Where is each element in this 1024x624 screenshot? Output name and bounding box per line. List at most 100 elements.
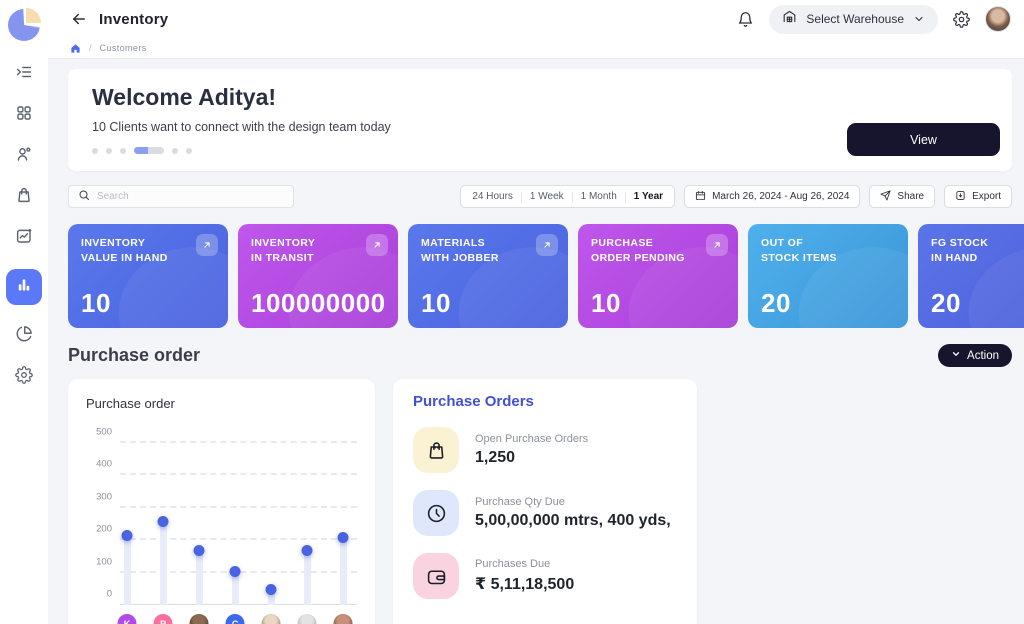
order-label: Purchase Qty Due [475, 496, 565, 508]
chart-data-point[interactable] [121, 530, 133, 542]
arrow-up-right-icon[interactable] [706, 234, 728, 256]
y-tick-label: 300 [96, 491, 112, 503]
stat-value: 20 [931, 288, 961, 318]
chart-avatar-photo[interactable] [261, 614, 281, 624]
breadcrumb-item-customers[interactable]: Customers [99, 43, 147, 53]
settings-gear-icon[interactable] [953, 10, 970, 28]
chart-data-point[interactable] [265, 583, 277, 595]
chart-stem [157, 515, 169, 605]
pie-chart-icon [15, 325, 33, 348]
stat-card-inventory-value[interactable]: INVENTORY VALUE IN HAND 10 [68, 224, 228, 328]
topbar-actions: Select Warehouse [737, 4, 1011, 34]
welcome-banner: Welcome Aditya! 10 Clients want to conne… [68, 69, 1012, 171]
logo-pie-peach [26, 8, 41, 23]
sidebar-item-users[interactable] [14, 146, 34, 166]
y-tick-label: 0 [106, 588, 112, 600]
chart-avatar-photo[interactable] [189, 614, 209, 624]
carousel-dot[interactable] [186, 147, 192, 154]
user-avatar[interactable] [985, 6, 1011, 32]
search-input[interactable] [97, 191, 284, 202]
page-title: Inventory [99, 10, 169, 28]
chart-avatar-p[interactable]: P [153, 614, 173, 624]
chart-avatar-k[interactable]: K [117, 614, 137, 624]
carousel-dot-active[interactable] [134, 147, 164, 154]
sidebar-item-settings[interactable] [14, 365, 34, 387]
lollipop-chart: 0 100 200 300 400 500 [96, 427, 357, 605]
sidebar-nav [0, 64, 48, 387]
chart-data-point[interactable] [193, 544, 205, 556]
wallet-icon [413, 553, 459, 599]
notifications-bell-icon[interactable] [737, 11, 754, 28]
back-button[interactable] [70, 10, 88, 28]
carousel-dot[interactable] [172, 147, 178, 154]
chart-avatar-c[interactable]: C [225, 614, 245, 624]
chart-avatar-photo[interactable] [297, 614, 317, 624]
chart-data-point[interactable] [337, 531, 349, 543]
export-label: Export [972, 191, 1001, 202]
arrow-up-right-icon[interactable] [536, 234, 558, 256]
y-tick-label: 500 [96, 426, 112, 438]
action-button[interactable]: Action [938, 344, 1012, 367]
purchase-orders-title: Purchase Orders [413, 393, 534, 410]
arrow-up-right-icon[interactable] [366, 234, 388, 256]
chart-stem [229, 565, 241, 605]
chart-stem [337, 531, 349, 605]
users-icon [15, 145, 33, 168]
section-header: Purchase order Action [68, 344, 1012, 367]
date-range-picker[interactable]: March 26, 2024 - Aug 26, 2024 [684, 185, 861, 208]
warehouse-selector[interactable]: Select Warehouse [769, 4, 938, 34]
breadcrumb-separator: / [89, 43, 92, 53]
sidebar-item-apps[interactable] [14, 105, 34, 125]
stat-card-materials-jobber[interactable]: MATERIALS WITH JOBBER 10 [408, 224, 568, 328]
analytics-trend-icon [15, 227, 33, 250]
carousel-dot[interactable] [120, 147, 126, 154]
sidebar-item-inventory-active[interactable] [6, 269, 42, 305]
chart-data-point[interactable] [301, 544, 313, 556]
time-filter-1-year[interactable]: 1 Year [633, 191, 664, 202]
share-button[interactable]: Share [869, 185, 936, 208]
segment-divider [520, 191, 522, 202]
arrow-up-right-icon[interactable] [196, 234, 218, 256]
y-tick-label: 200 [96, 523, 112, 535]
queue-icon [15, 63, 33, 86]
stat-card-po-pending[interactable]: PURCHASE ORDER PENDING 10 [578, 224, 738, 328]
gridline-500 [120, 441, 357, 443]
welcome-subtitle: 10 Clients want to connect with the desi… [92, 120, 391, 134]
stat-value: 10 [81, 288, 111, 318]
time-filter-1-month[interactable]: 1 Month [580, 191, 617, 202]
gridline-400 [120, 473, 357, 476]
chart-stem [193, 544, 205, 605]
sidebar-item-analytics[interactable] [14, 228, 34, 248]
purchase-orders-card: Purchase Orders Open Purchase Orders 1,2… [393, 379, 697, 624]
clock-icon [413, 490, 459, 536]
toolbar: 24 Hours 1 Week 1 Month 1 Year March 26, 20… [68, 185, 1012, 208]
chevron-down-icon [951, 349, 961, 362]
stat-value: 10 [421, 288, 451, 318]
time-filter-1-week[interactable]: 1 Week [529, 191, 564, 202]
export-button[interactable]: Export [944, 185, 1012, 208]
chevron-down-icon [913, 13, 925, 25]
home-icon[interactable] [70, 43, 81, 54]
sidebar-item-queue[interactable] [14, 64, 34, 84]
view-button[interactable]: View [847, 123, 1000, 156]
sidebar [0, 0, 48, 624]
order-value: 5,00,00,000 mtrs, 400 yds, [475, 512, 671, 529]
app-logo [8, 8, 41, 41]
warehouse-icon [782, 9, 797, 29]
chart-data-point[interactable] [157, 515, 169, 527]
time-filter-24-hours[interactable]: 24 Hours [472, 191, 513, 202]
carousel-dot[interactable] [92, 147, 98, 154]
chart-avatar-photo[interactable] [333, 614, 353, 624]
stat-card-fg-stock[interactable]: FG STOCK IN HAND 20 [918, 224, 1024, 328]
stat-card-inventory-transit[interactable]: INVENTORY IN TRANSIT 100000000 [238, 224, 398, 328]
carousel-dot[interactable] [106, 147, 112, 154]
order-row-open-orders: Open Purchase Orders 1,250 [413, 427, 677, 473]
welcome-title: Welcome Aditya! [92, 84, 277, 110]
segment-divider [571, 191, 573, 202]
sidebar-item-reports[interactable] [14, 325, 34, 348]
chart-data-point[interactable] [229, 565, 241, 577]
stat-card-out-of-stock[interactable]: OUT OF STOCK ITEMS 20 [748, 224, 908, 328]
sidebar-item-orders[interactable] [14, 187, 34, 207]
search-box[interactable] [68, 185, 294, 208]
carousel-dots[interactable] [92, 147, 988, 154]
